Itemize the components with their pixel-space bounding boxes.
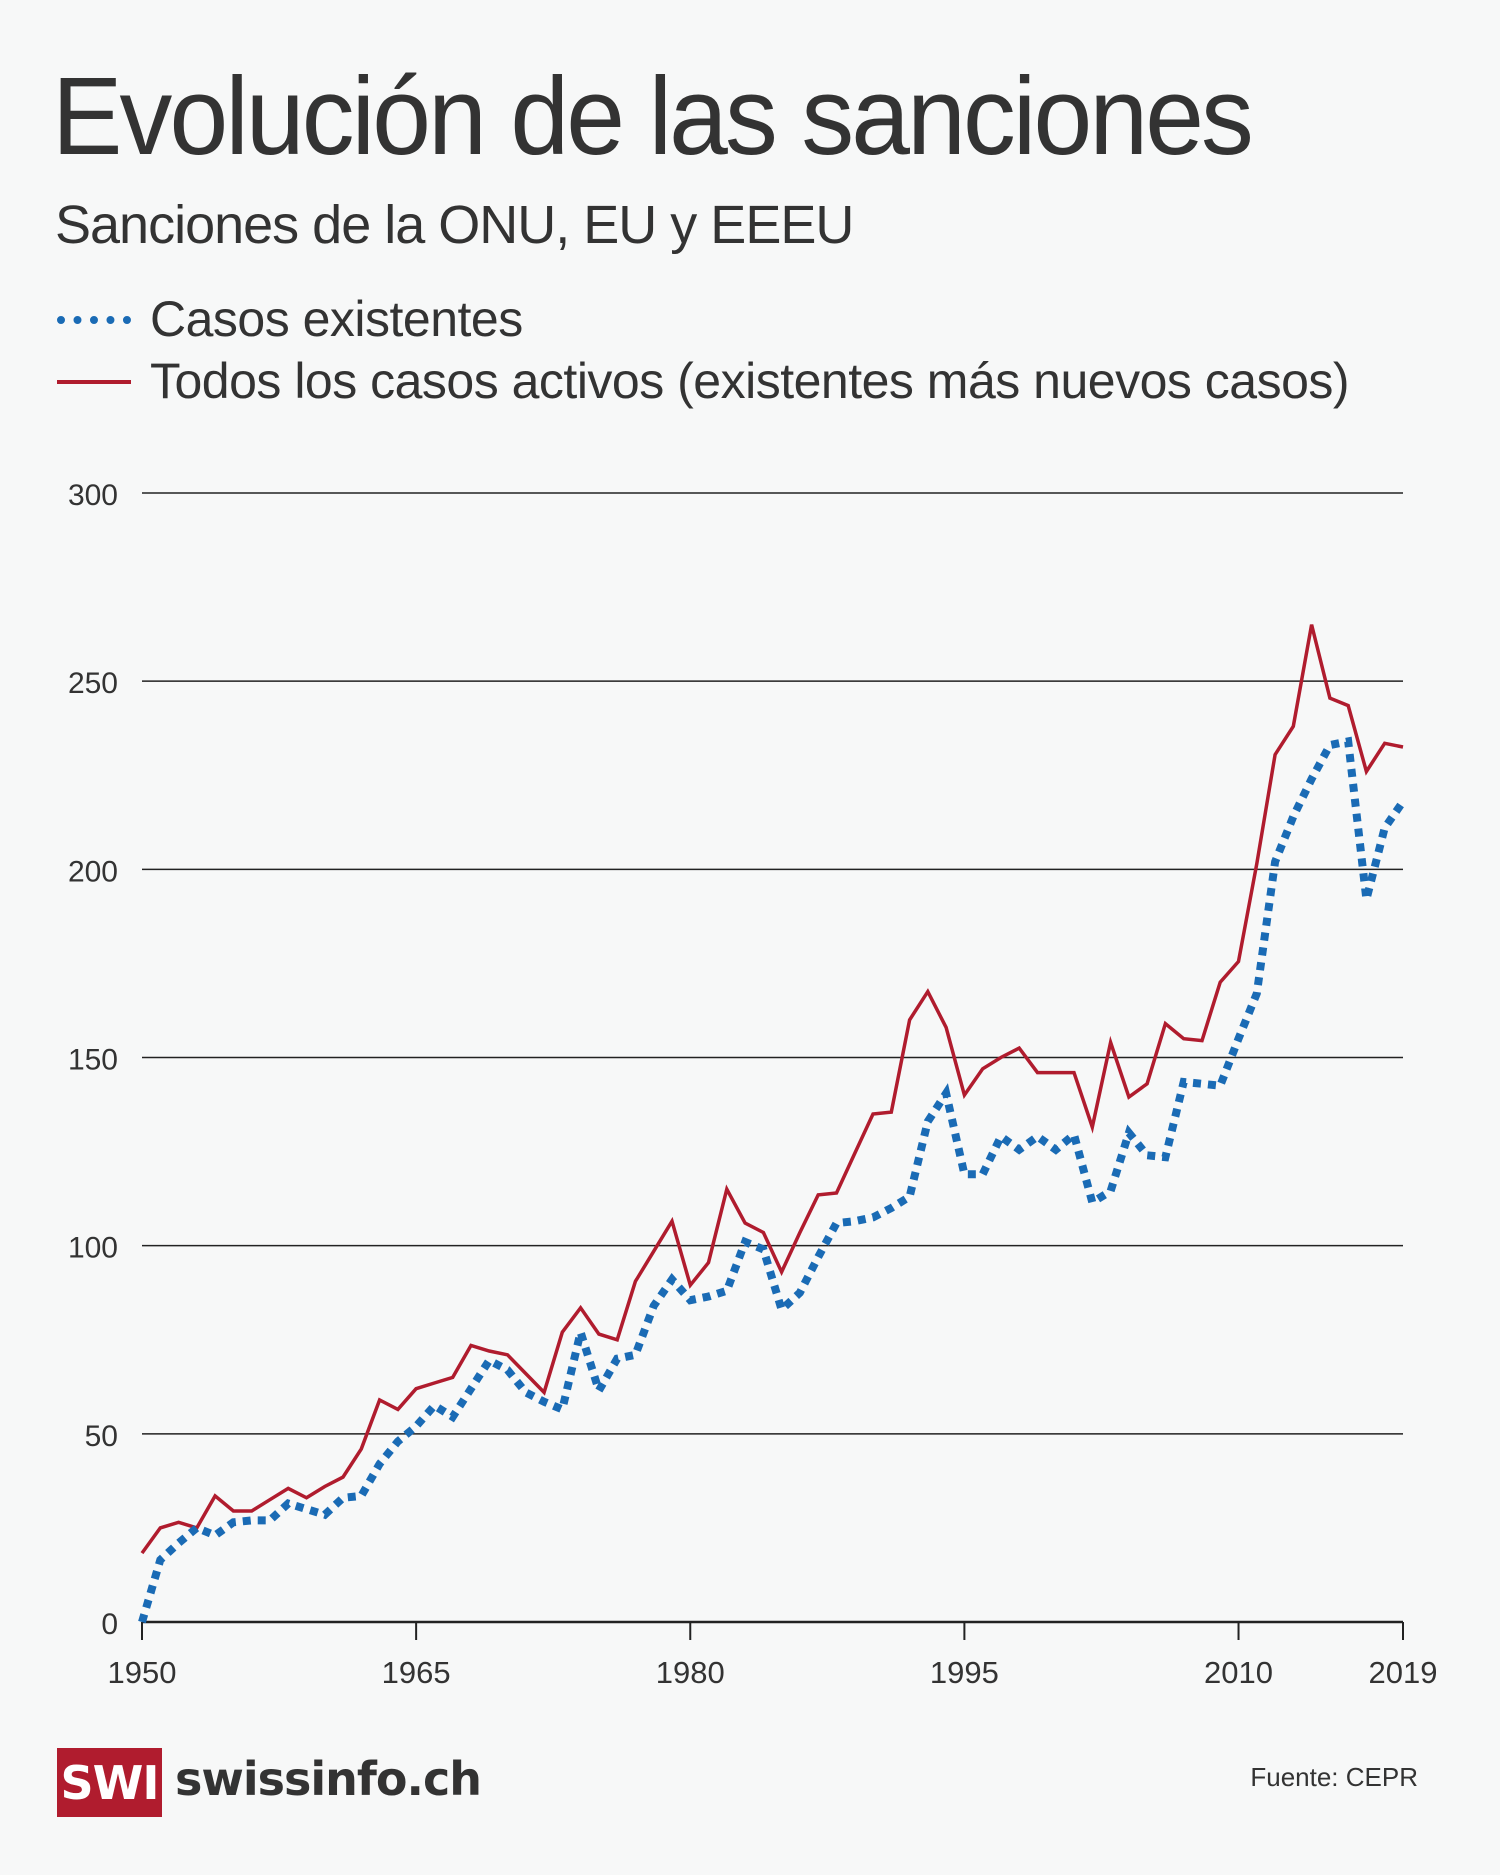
x-tick-label: 2010: [1204, 1655, 1273, 1690]
chart-subtitle: Sanciones de la ONU, EU y EEEU: [55, 195, 854, 255]
series-line-all-active: [140, 624, 1404, 1555]
y-tick-label: 0: [101, 1608, 118, 1641]
y-tick-label: 100: [68, 1232, 118, 1265]
legend: Casos existentes Todos los casos activos…: [57, 288, 1457, 412]
line-chart: 0 50 100 150 200 250 300 1950 1965 1980 1995 2010 2…: [68, 479, 1438, 1690]
legend-item-all-active: Todos los casos activos (existentes más …: [57, 350, 1457, 412]
legend-item-existing: Casos existentes: [57, 288, 1457, 350]
y-tick-label: 150: [68, 1044, 118, 1077]
x-tick-label: 1965: [382, 1655, 451, 1690]
chart-title: Evolución de las sanciones: [52, 55, 1254, 178]
series-line-existing: [138, 736, 1407, 1624]
source-note: Fuente: CEPR: [1250, 1762, 1418, 1792]
grid-lines: [142, 492, 1403, 1624]
x-axis: 1950 1965 1980 1995 2010 2019: [108, 1622, 1438, 1690]
solid-line-swatch-icon: [57, 380, 131, 384]
y-tick-label: 200: [68, 855, 118, 888]
y-tick-label: 300: [68, 479, 118, 512]
x-tick-label: 2019: [1369, 1655, 1438, 1690]
dotted-line-swatch-icon: [57, 316, 131, 324]
y-axis-labels: 0 50 100 150 200 250 300: [68, 479, 118, 1641]
swi-logo: SWI: [57, 1748, 162, 1817]
y-tick-label: 250: [68, 667, 118, 700]
x-tick-label: 1980: [656, 1655, 725, 1690]
x-tick-label: 1995: [930, 1655, 999, 1690]
legend-label-all-active: Todos los casos activos (existentes más …: [150, 353, 1350, 409]
y-tick-label: 50: [85, 1420, 118, 1453]
site-name: swissinfo.ch: [175, 1752, 482, 1806]
series-lines: [138, 624, 1407, 1624]
legend-label-existing: Casos existentes: [150, 291, 523, 347]
x-tick-label: 1950: [108, 1655, 177, 1690]
